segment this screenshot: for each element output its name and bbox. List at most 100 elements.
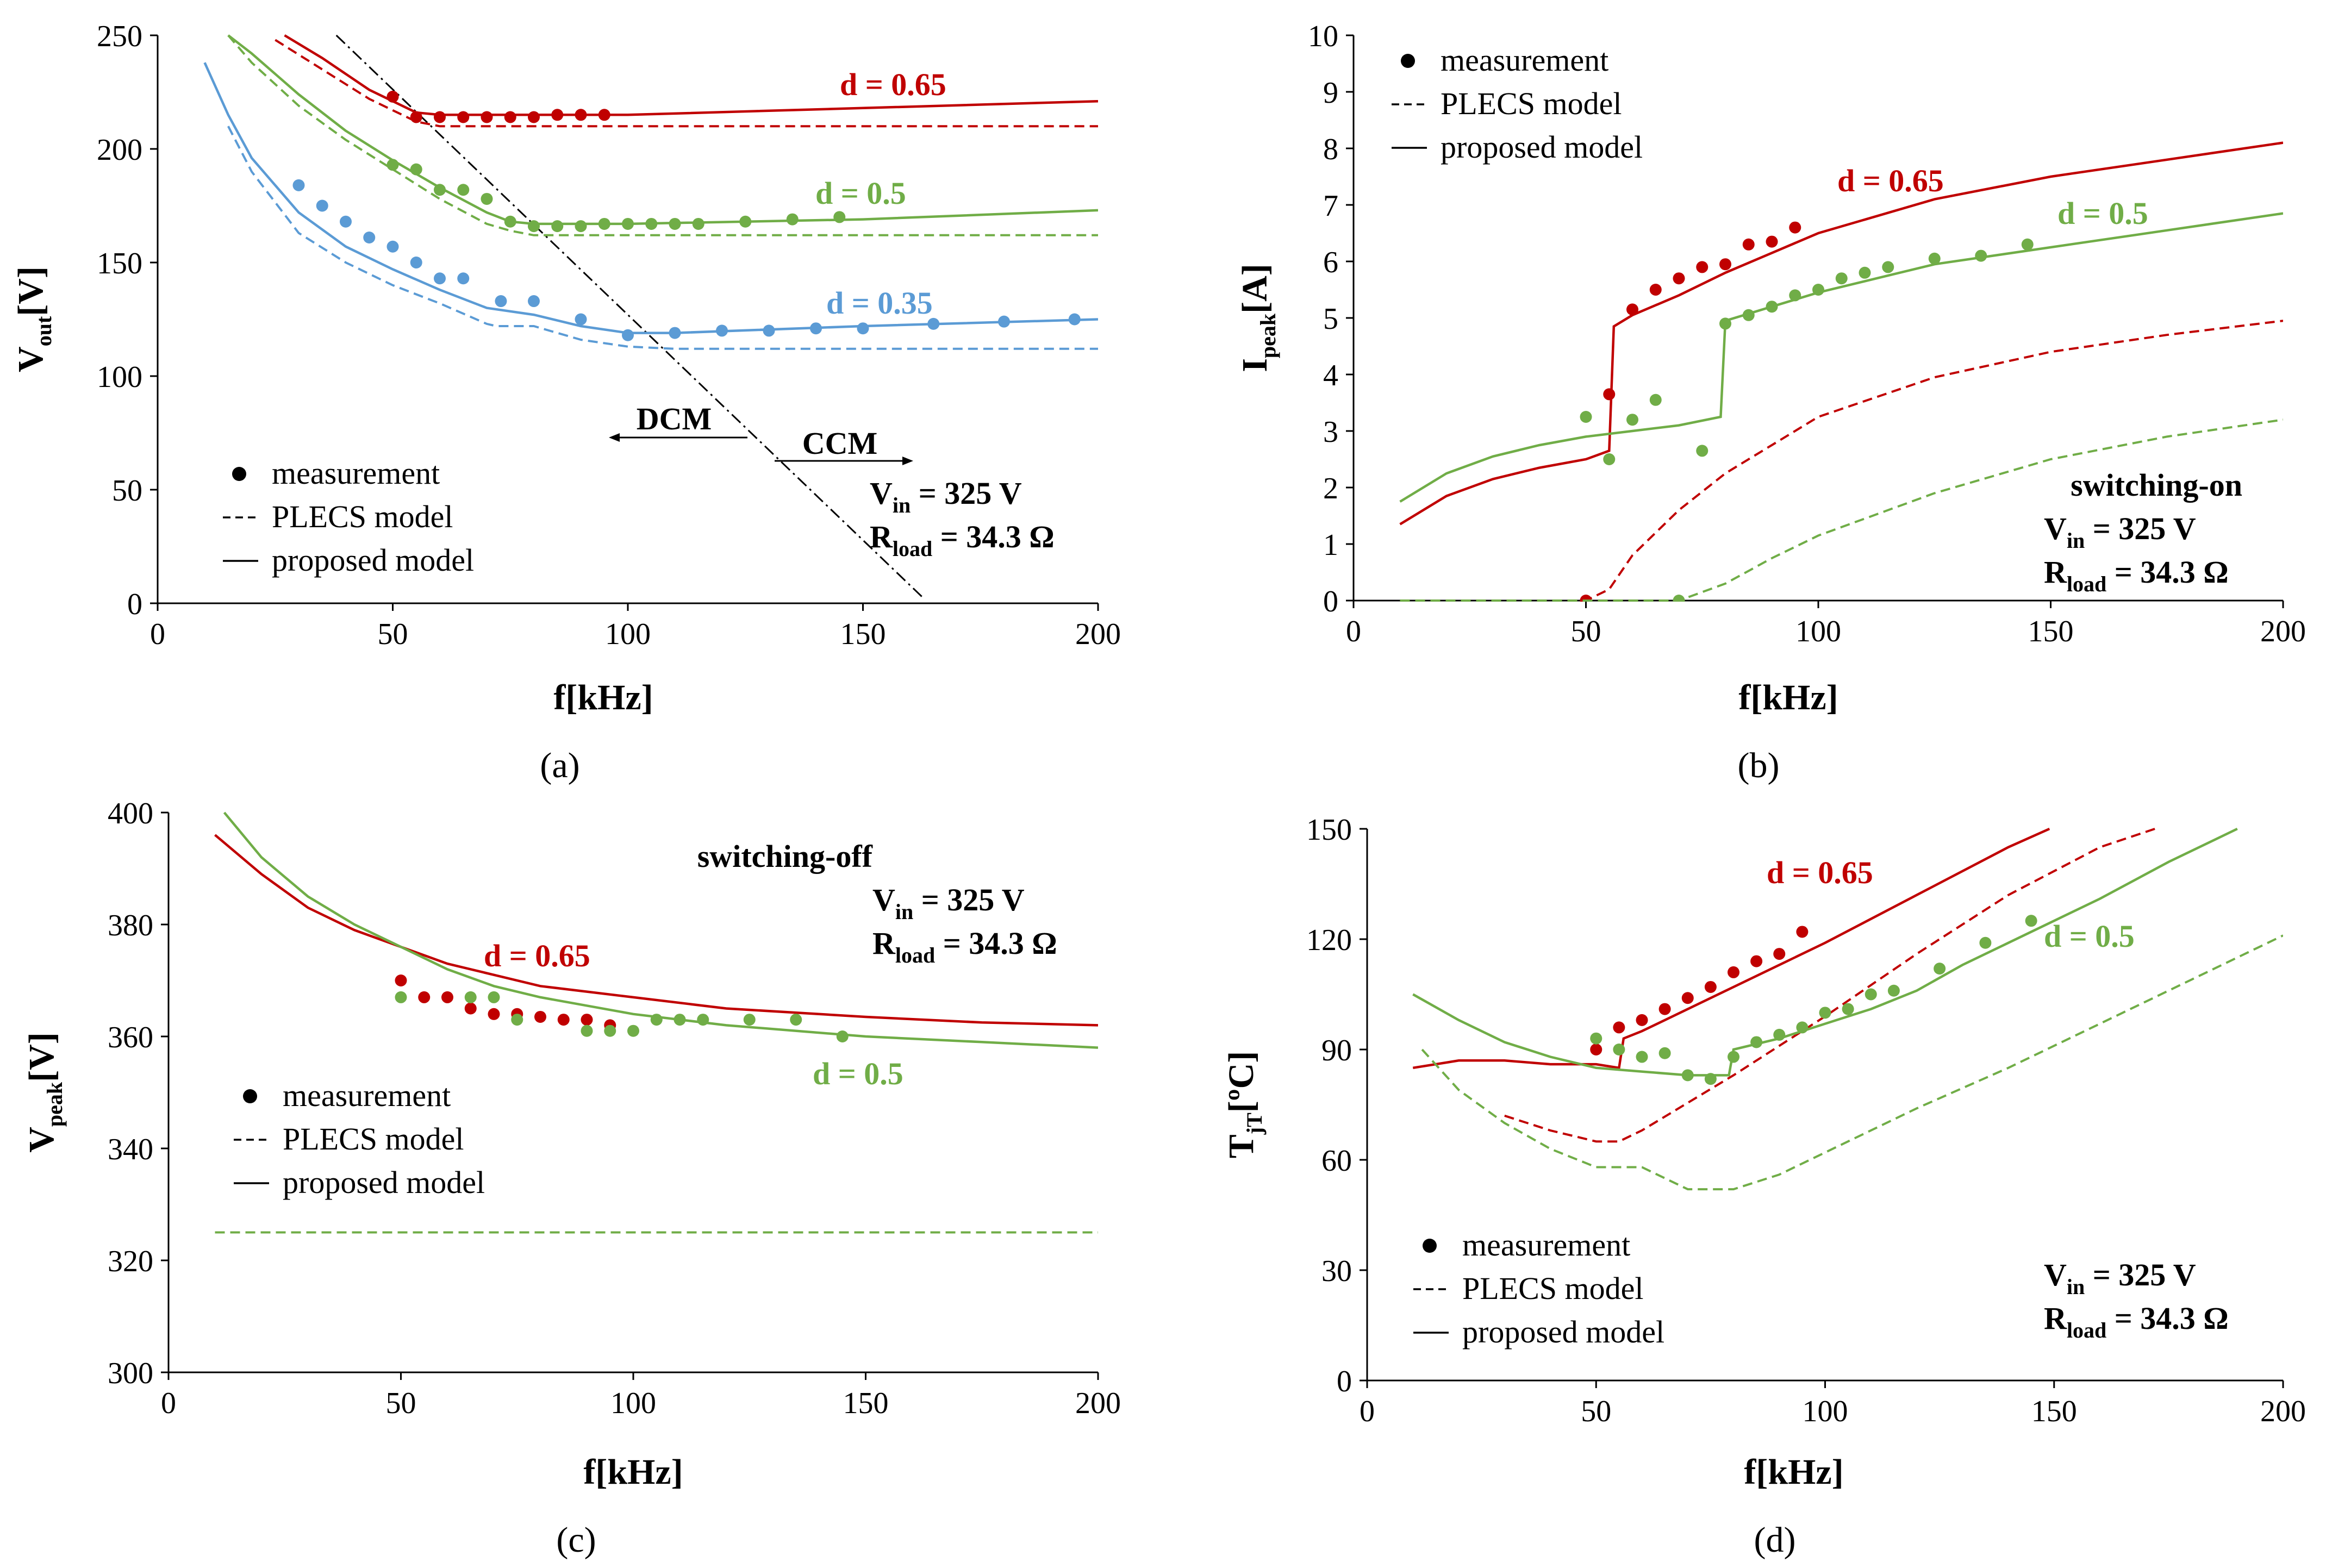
series-label-red: d = 0.65 [840, 67, 946, 102]
measurement-point-green [481, 192, 493, 205]
x-tick-label: 150 [840, 617, 886, 651]
measurement-point-red [1613, 1021, 1625, 1034]
measurement-point-green [1859, 266, 1871, 279]
proposed-line-blue [203, 62, 1098, 334]
measurement-point-red [1681, 992, 1694, 1004]
series-label-green: d = 0.5 [815, 176, 906, 211]
y-tick-label: 300 [108, 1357, 153, 1390]
rload-note: Rload = 34.3 Ω [2044, 554, 2229, 596]
measurement-point-green [836, 1030, 849, 1042]
legend-plecs-label: PLECS model [283, 1121, 464, 1157]
measurement-point-red [1696, 261, 1709, 273]
rload-note: Rload = 34.3 Ω [870, 519, 1055, 561]
measurement-point-green [395, 991, 407, 1003]
y-tick-label: 380 [108, 909, 153, 942]
legend-measurement-marker [232, 467, 246, 481]
chart-a: 0 50 100 150 200 0 50 100 150 200 250 f[kHz] Vout[V]… [11, 20, 1121, 785]
measurement-point-green [1750, 1036, 1763, 1048]
measurement-point-green [1887, 984, 1900, 997]
plecs-line-blue [227, 126, 1098, 350]
y-tick-label: 200 [97, 133, 142, 167]
ccm-arrowhead [902, 457, 913, 465]
plecs-line-red [1504, 828, 2155, 1143]
panel-label: (d) [1754, 1520, 1796, 1560]
panel-label: (c) [556, 1520, 596, 1560]
y-tick-label: 100 [97, 360, 142, 394]
measurement-point-green [457, 184, 470, 196]
x-tick-label: 150 [2028, 615, 2074, 648]
measurement-point-green [1728, 1051, 1739, 1063]
y-axis-label-group: TjT[ºC] [1221, 1051, 1267, 1158]
measurement-point-blue [457, 272, 470, 285]
measurement-point-green [1975, 249, 1987, 262]
measurement-point-green [1673, 595, 1685, 602]
measurement-point-blue [810, 322, 822, 335]
legend-measurement-label: measurement [1441, 42, 1608, 78]
measurement-point-green [488, 991, 500, 1003]
y-tick-label: 400 [108, 797, 153, 830]
y-axis-label-group: Vpeak[V] [22, 1032, 67, 1153]
x-tick-label: 200 [1075, 617, 1121, 651]
measurement-point-green [1603, 453, 1616, 465]
legend-plecs-label: PLECS model [272, 499, 453, 534]
measurement-point-green [575, 220, 587, 233]
y-tick-label: 0 [127, 588, 142, 621]
y-tick-label: 2 [1323, 472, 1338, 505]
y-tick-label: 120 [1306, 923, 1352, 957]
chart-c: 0 50 100 150 200 300 320 340 360 380 400 f[kHz] Vpea… [22, 797, 1121, 1560]
measurement-point-green [1766, 301, 1778, 313]
dcm-arrowhead [609, 433, 620, 442]
y-tick-label: 5 [1323, 302, 1338, 336]
measurement-point-red [557, 1014, 570, 1026]
measurement-point-blue [716, 324, 728, 337]
y-tick-label: 30 [1321, 1254, 1352, 1288]
measurement-point-green [1789, 289, 1801, 302]
measurement-point-red [1704, 980, 1717, 993]
measurement-point-green [1719, 317, 1731, 330]
dcm-label: DCM [637, 401, 712, 436]
mode-note: switching-on [2071, 467, 2242, 503]
measurement-point-red [488, 1008, 500, 1020]
measurement-point-green [511, 1014, 523, 1026]
legend-proposed-label: proposed model [1462, 1314, 1664, 1350]
measurement-point-green [692, 217, 704, 230]
measurement-point-green [1636, 1051, 1648, 1063]
plecs-line-green [227, 34, 1098, 236]
legend-proposed-label: proposed model [272, 542, 474, 578]
measurement-point-green [1580, 411, 1592, 423]
y-tick-label: 50 [112, 474, 142, 508]
y-axis-label-group: Vout[V] [11, 266, 56, 372]
measurement-point-red [418, 991, 431, 1003]
measurement-point-green [1835, 272, 1848, 285]
measurement-point-green [1696, 445, 1709, 457]
x-axis-label: f[kHz] [1738, 678, 1838, 717]
legend-proposed-label: proposed model [1441, 129, 1643, 165]
measurement-point-green [697, 1014, 709, 1026]
vin-note: Vin = 325 V [2044, 1257, 2196, 1299]
measurement-point-blue [763, 324, 775, 337]
measurement-point-blue [434, 272, 446, 285]
measurement-point-green [1590, 1032, 1603, 1045]
series-label-green: d = 0.5 [813, 1056, 903, 1091]
legend-measurement-label: measurement [1462, 1227, 1630, 1263]
plot-area [214, 811, 1098, 1234]
measurement-point-green [1979, 936, 1992, 949]
measurement-point-red [410, 111, 422, 123]
legend-measurement-marker [243, 1089, 257, 1103]
measurement-point-red [581, 1014, 593, 1026]
y-tick-label: 150 [97, 247, 142, 280]
plot-area [1399, 141, 2283, 602]
y-tick-label: 320 [108, 1245, 153, 1278]
y-tick-label: 4 [1323, 359, 1338, 392]
measurement-point-blue [340, 215, 352, 228]
measurement-point-blue [1068, 313, 1081, 326]
x-axis-label: f[kHz] [1744, 1452, 1843, 1492]
x-tick-label: 150 [843, 1386, 889, 1420]
y-tick-label: 0 [1323, 585, 1338, 619]
measurement-point-green [674, 1014, 686, 1026]
y-tick-label: 3 [1323, 415, 1338, 449]
measurement-point-green [1742, 309, 1755, 321]
vin-note: Vin = 325 V [2044, 511, 2196, 553]
measurement-point-green [1613, 1044, 1625, 1055]
y-tick-label: 150 [1306, 813, 1352, 847]
